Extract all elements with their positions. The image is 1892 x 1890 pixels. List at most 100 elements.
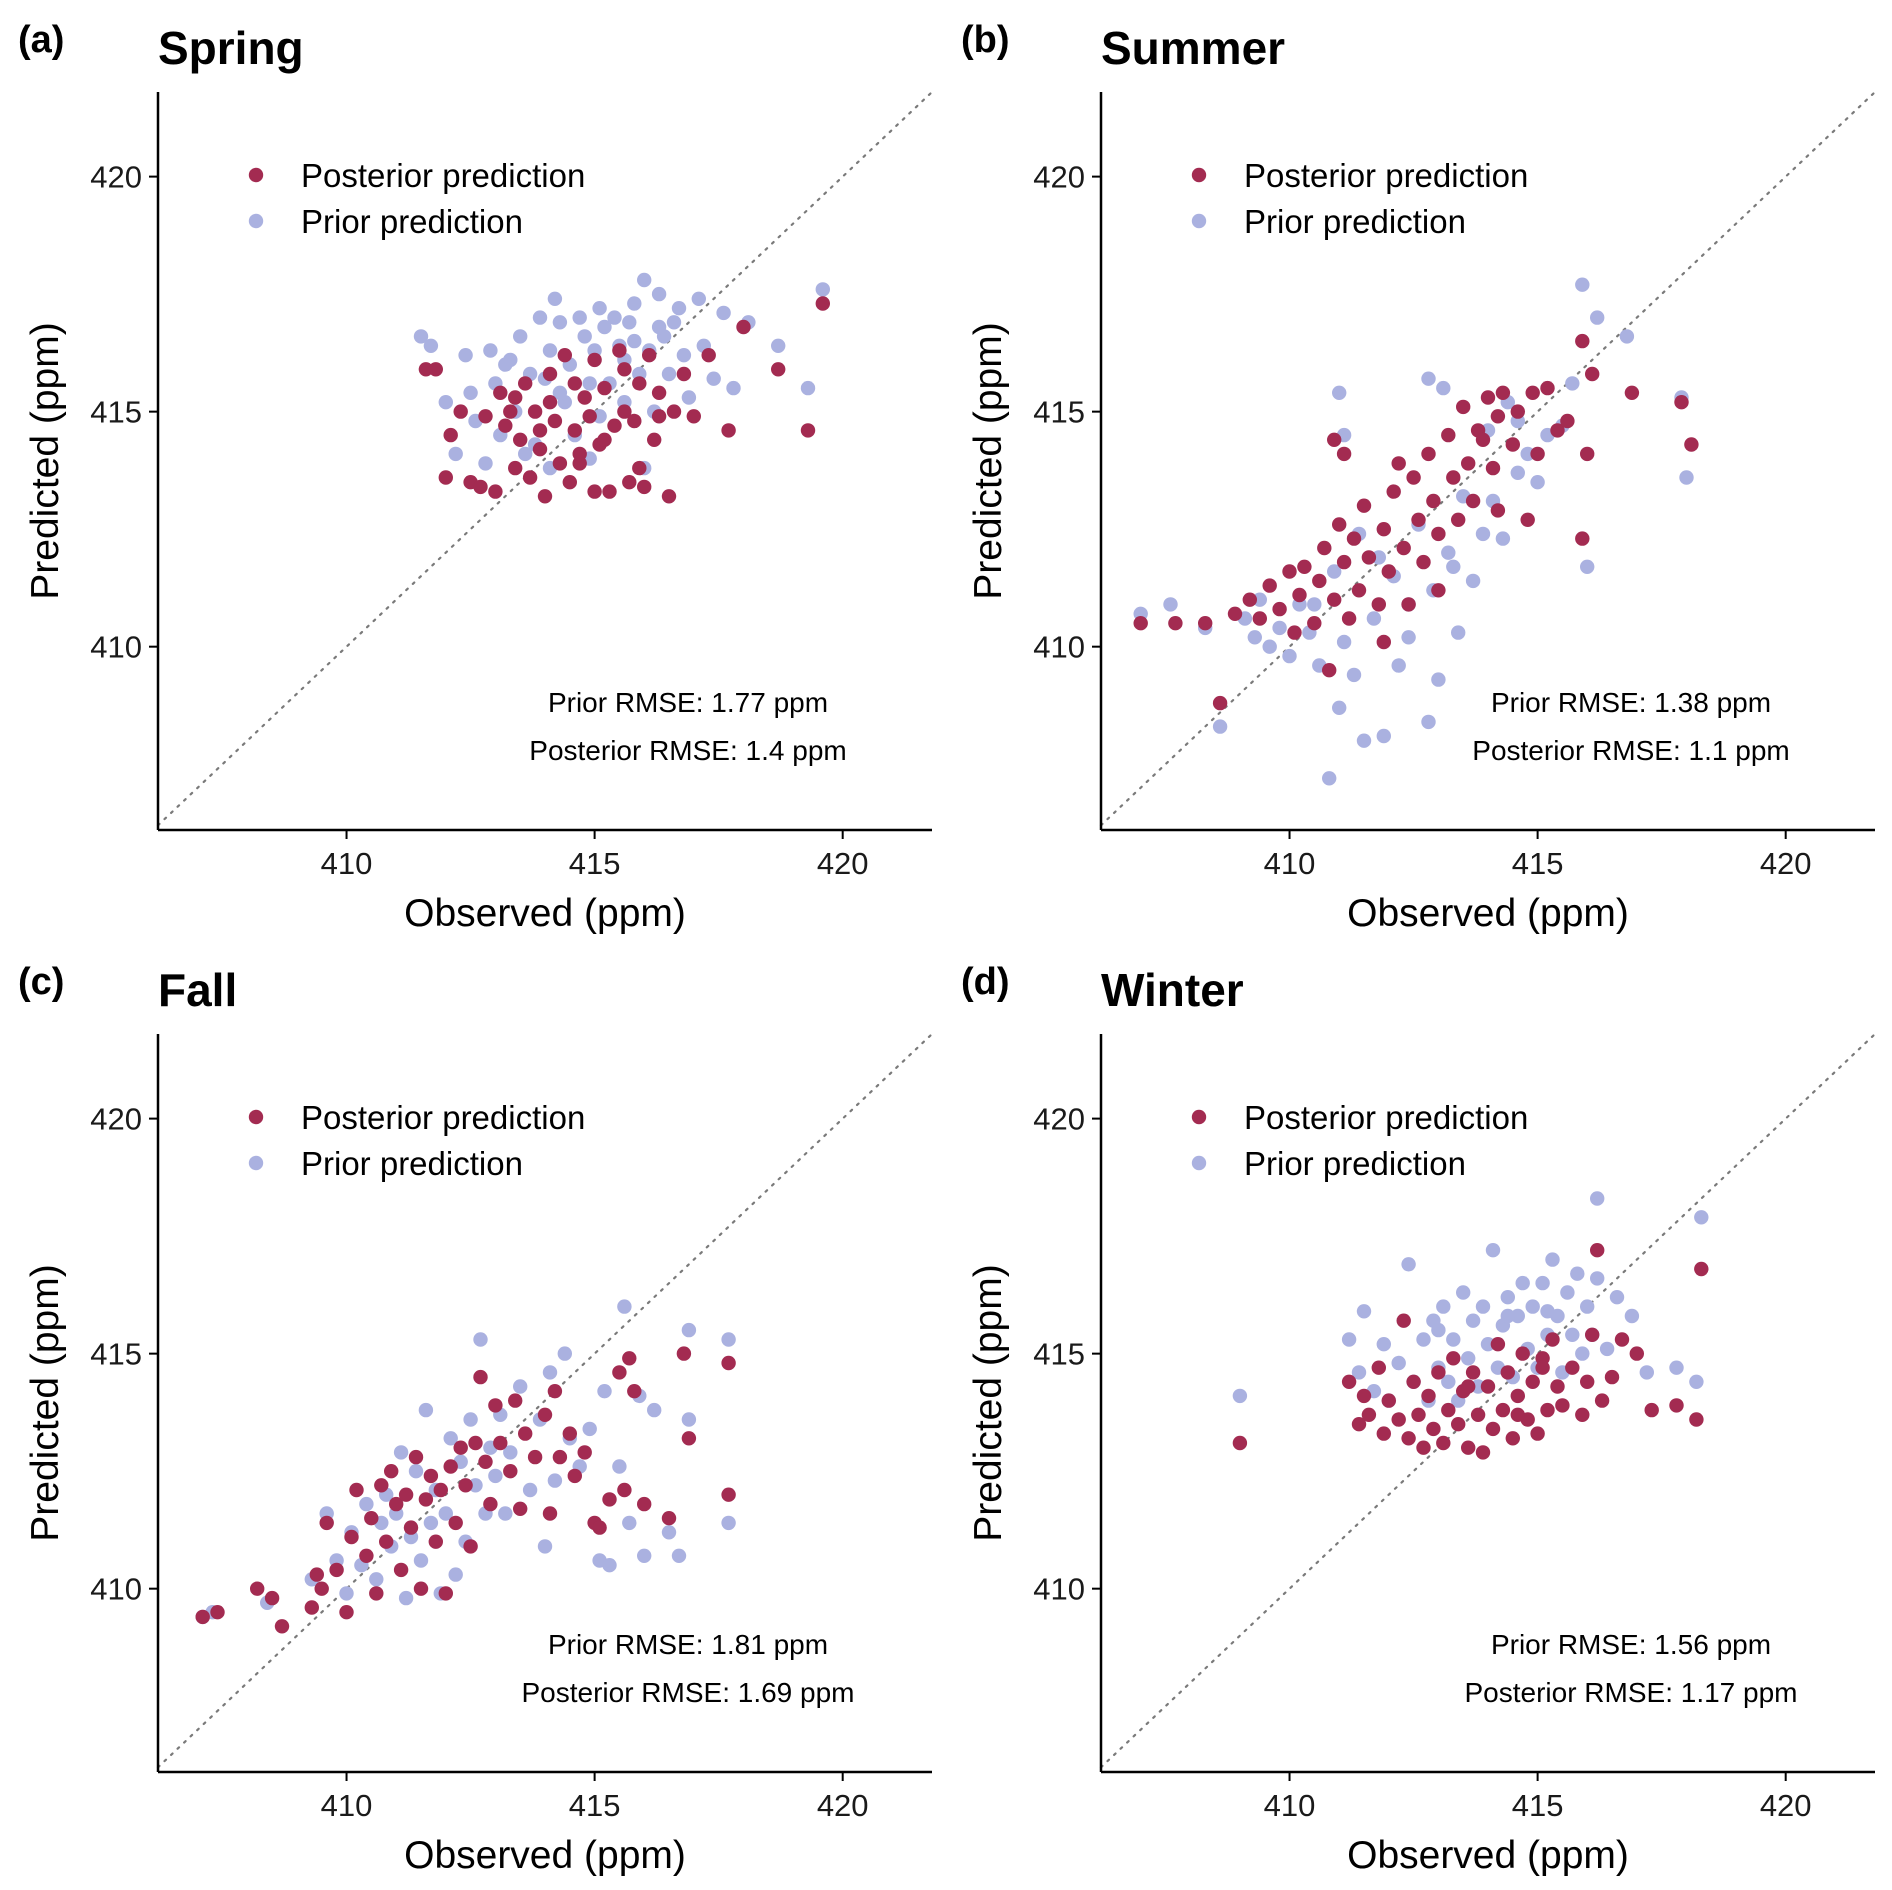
data-point bbox=[1346, 531, 1362, 546]
data-point bbox=[1689, 1412, 1704, 1427]
data-point bbox=[403, 1520, 419, 1535]
panel-tag: (d) bbox=[961, 961, 1010, 1003]
data-point bbox=[1272, 620, 1287, 636]
data-point bbox=[582, 409, 597, 424]
data-point bbox=[1604, 1369, 1620, 1385]
data-point bbox=[1421, 1388, 1436, 1404]
data-point bbox=[518, 376, 533, 391]
data-point bbox=[537, 1407, 553, 1423]
data-point bbox=[478, 456, 493, 471]
data-point bbox=[1570, 1266, 1585, 1281]
data-point bbox=[1322, 663, 1337, 678]
data-point bbox=[542, 343, 558, 358]
data-point bbox=[582, 1421, 597, 1437]
data-point bbox=[393, 1562, 409, 1578]
panel-spring: (a) Spring 410 415 420 410 415 420 Observed (ppm… bbox=[18, 19, 934, 935]
data-point bbox=[532, 442, 548, 457]
y-tick-label: 415 bbox=[1033, 1337, 1085, 1372]
series-posterior bbox=[1232, 1243, 1709, 1460]
data-point bbox=[1322, 771, 1337, 786]
data-point bbox=[1555, 1398, 1570, 1413]
data-point bbox=[1232, 1435, 1248, 1451]
data-point bbox=[1461, 1379, 1476, 1394]
y-tick-label: 415 bbox=[90, 395, 142, 430]
data-point bbox=[423, 1468, 439, 1484]
data-point bbox=[1416, 1440, 1431, 1455]
data-point bbox=[1614, 1332, 1630, 1347]
x-tick-label: 415 bbox=[569, 1788, 621, 1823]
data-point bbox=[513, 1501, 528, 1517]
data-point bbox=[195, 1609, 210, 1625]
x-tick-label: 410 bbox=[1264, 846, 1316, 881]
data-point bbox=[463, 1539, 478, 1554]
data-point bbox=[1495, 1402, 1511, 1418]
data-point bbox=[532, 310, 548, 325]
data-point bbox=[1490, 1337, 1506, 1352]
y-tick-label: 415 bbox=[1033, 395, 1085, 430]
legend-marker bbox=[1191, 167, 1207, 183]
data-point bbox=[1351, 1365, 1367, 1380]
data-point bbox=[463, 1412, 478, 1427]
data-point bbox=[369, 1586, 384, 1601]
data-point bbox=[716, 305, 731, 321]
data-point bbox=[359, 1548, 374, 1564]
data-point bbox=[1560, 413, 1575, 429]
data-point bbox=[686, 409, 701, 424]
y-tick-label: 410 bbox=[90, 630, 142, 665]
data-point bbox=[1465, 573, 1481, 589]
data-point bbox=[384, 1464, 399, 1479]
data-point bbox=[1480, 390, 1496, 405]
y-tick-label: 415 bbox=[90, 1337, 142, 1372]
data-point bbox=[349, 1482, 364, 1498]
data-point bbox=[557, 348, 572, 363]
legend-marker bbox=[248, 1109, 264, 1125]
data-point bbox=[1475, 526, 1491, 542]
legend: Posterior prediction Prior prediction bbox=[1191, 1099, 1528, 1182]
data-point bbox=[1694, 1261, 1709, 1277]
data-point bbox=[1451, 625, 1466, 640]
legend-marker bbox=[1191, 1155, 1207, 1171]
data-point bbox=[448, 1567, 463, 1582]
data-point bbox=[577, 329, 592, 344]
data-point bbox=[369, 1572, 384, 1587]
data-point bbox=[676, 366, 692, 382]
data-point bbox=[815, 296, 830, 311]
data-point bbox=[1391, 1355, 1406, 1371]
panel-summer: (b) Summer 410 415 420 410 415 420 Observed (ppm… bbox=[961, 19, 1877, 935]
data-point bbox=[622, 475, 637, 490]
data-point bbox=[508, 390, 523, 405]
data-point bbox=[602, 1492, 617, 1507]
data-point bbox=[408, 1464, 424, 1479]
data-point bbox=[1227, 606, 1243, 621]
y-axis-title: Predicted (ppm) bbox=[967, 1264, 1010, 1541]
data-point bbox=[1386, 484, 1401, 499]
data-point bbox=[1470, 1379, 1486, 1394]
data-point bbox=[498, 357, 513, 372]
data-point bbox=[1401, 630, 1416, 645]
data-point bbox=[1401, 597, 1416, 612]
data-point bbox=[1431, 1365, 1446, 1380]
data-point bbox=[651, 286, 667, 302]
data-point bbox=[433, 1482, 448, 1498]
data-point bbox=[1421, 371, 1436, 386]
data-point bbox=[1232, 1388, 1248, 1404]
data-point bbox=[423, 338, 439, 353]
prior-rmse-label: Prior RMSE: 1.77 ppm bbox=[548, 687, 828, 718]
data-point bbox=[1431, 583, 1446, 598]
data-point bbox=[374, 1478, 389, 1493]
data-point bbox=[1580, 1374, 1595, 1390]
data-point bbox=[622, 315, 637, 330]
data-point bbox=[1356, 733, 1372, 748]
identity-line bbox=[1099, 1032, 1877, 1769]
data-point bbox=[1639, 1365, 1655, 1380]
posterior-rmse-label: Posterior RMSE: 1.1 ppm bbox=[1472, 735, 1789, 766]
data-point bbox=[617, 1482, 632, 1498]
data-point bbox=[1624, 385, 1640, 400]
data-point bbox=[1490, 409, 1506, 424]
data-point bbox=[1446, 559, 1461, 574]
legend-label: Prior prediction bbox=[301, 203, 523, 240]
identity-line bbox=[156, 90, 934, 827]
data-point bbox=[1451, 512, 1466, 527]
data-point bbox=[1287, 625, 1302, 640]
